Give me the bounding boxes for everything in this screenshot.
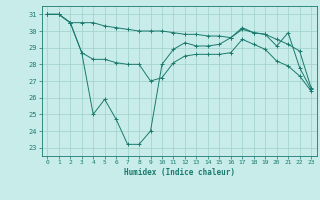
X-axis label: Humidex (Indice chaleur): Humidex (Indice chaleur): [124, 168, 235, 177]
